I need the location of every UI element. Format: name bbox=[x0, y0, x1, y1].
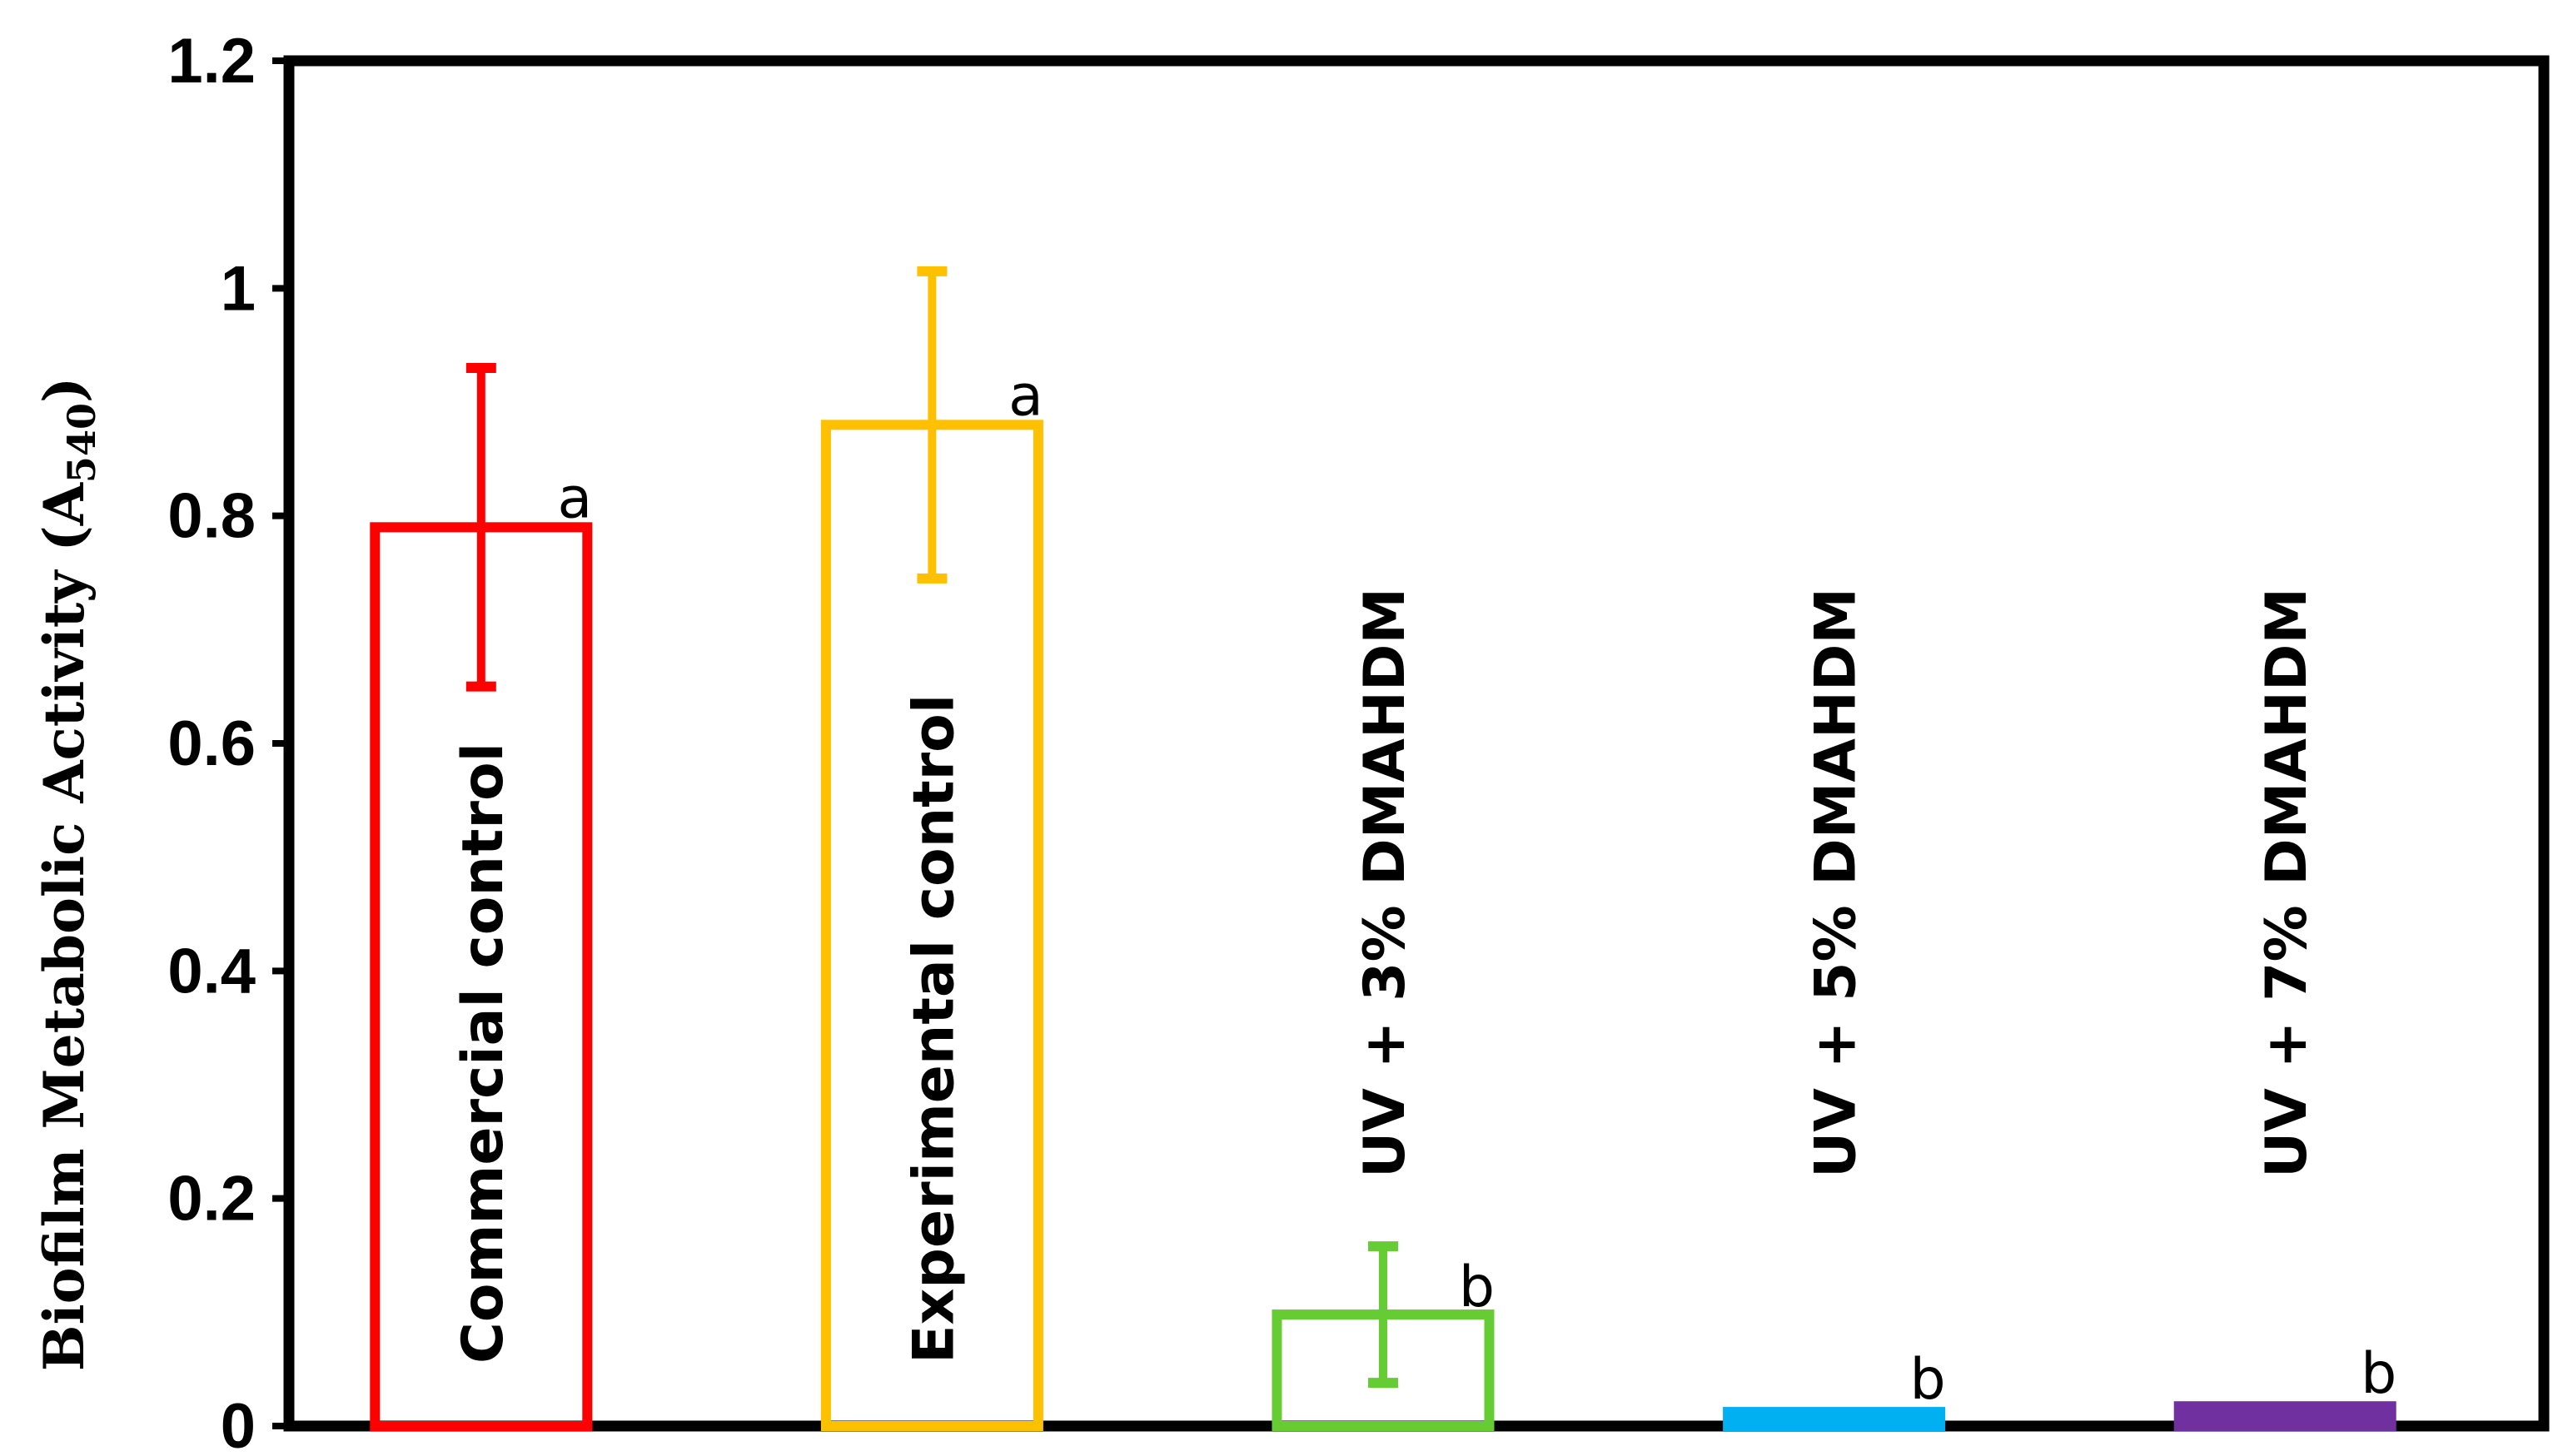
bar-group: a Experimental control bbox=[820, 266, 1043, 1431]
significance-label: a bbox=[1008, 363, 1043, 429]
y-tick-label: 0.2 bbox=[167, 1164, 256, 1235]
bar-category-label: UV + 3% DMAHDM bbox=[1352, 588, 1418, 1178]
bar-group: a Commercial control bbox=[370, 363, 593, 1431]
bar-category-label: UV + 7% DMAHDM bbox=[2254, 588, 2320, 1178]
y-tick-label: 0.6 bbox=[167, 708, 256, 779]
bar-group: b UV + 5% DMAHDM bbox=[1723, 588, 1946, 1431]
y-axis-title-suffix: ) bbox=[32, 377, 97, 403]
significance-label: a bbox=[557, 465, 592, 531]
y-axis-title: Biofilm Metabolic Activity (A540) bbox=[32, 377, 104, 1371]
bar-category-label: Experimental control bbox=[901, 694, 967, 1364]
bar-category-label: UV + 5% DMAHDM bbox=[1804, 588, 1869, 1178]
y-axis-title-main: Biofilm Metabolic Activity (A bbox=[32, 482, 97, 1371]
y-tick-label: 0.8 bbox=[167, 481, 256, 552]
y-tick-label: 1 bbox=[221, 253, 256, 324]
significance-label: b bbox=[2361, 1341, 2396, 1407]
bars: a Commercial control a Experimental control… bbox=[370, 266, 2396, 1431]
significance-label: b bbox=[1459, 1255, 1495, 1320]
bar-group: b UV + 7% DMAHDM bbox=[2173, 588, 2396, 1431]
y-tick-label: 0 bbox=[221, 1391, 256, 1456]
y-axis-title-subscript: 540 bbox=[59, 403, 104, 483]
bar-category-label: Commercial control bbox=[450, 743, 516, 1364]
y-tick-label: 1.2 bbox=[167, 26, 256, 97]
bar-group: b UV + 3% DMAHDM bbox=[1272, 588, 1495, 1431]
y-axis: 0 0.2 0.4 0.6 0.8 1 1.2 bbox=[167, 26, 289, 1456]
y-tick-label: 0.4 bbox=[167, 936, 256, 1006]
significance-label: b bbox=[1910, 1347, 1946, 1413]
